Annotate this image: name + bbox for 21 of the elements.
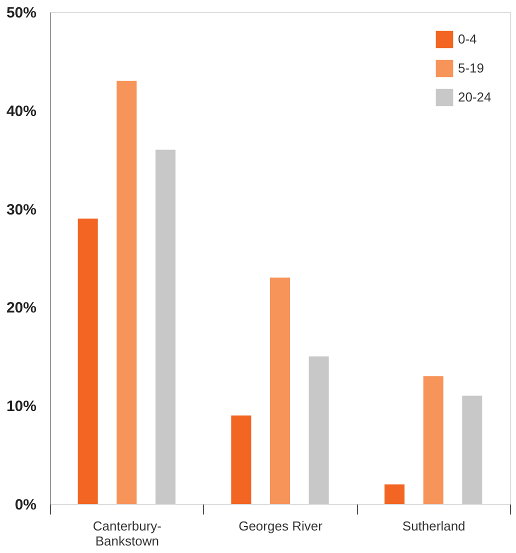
- y-tick-label: 30%: [6, 201, 36, 218]
- bar: [116, 80, 137, 504]
- bar: [423, 376, 444, 504]
- x-tick-label: Canterbury-Bankstown: [92, 518, 162, 548]
- legend-label: 0-4: [458, 32, 477, 46]
- bar: [231, 415, 252, 504]
- bar: [308, 356, 329, 504]
- y-tick-label: 10%: [6, 398, 36, 416]
- y-tick-label: 40%: [6, 102, 36, 120]
- y-tick-label: 50%: [6, 4, 36, 22]
- bar: [78, 218, 98, 504]
- bar: [462, 396, 482, 504]
- x-tick-label: Sutherland: [402, 518, 466, 534]
- bar: [270, 278, 290, 504]
- bar: [155, 150, 176, 504]
- legend-label: 20-24: [458, 90, 492, 104]
- x-tick-label: Georges River: [238, 518, 324, 534]
- y-tick-label: 20%: [6, 300, 36, 317]
- bar: [384, 484, 405, 504]
- y-tick-label: 0%: [14, 496, 36, 514]
- legend-label: 5-19: [458, 60, 484, 76]
